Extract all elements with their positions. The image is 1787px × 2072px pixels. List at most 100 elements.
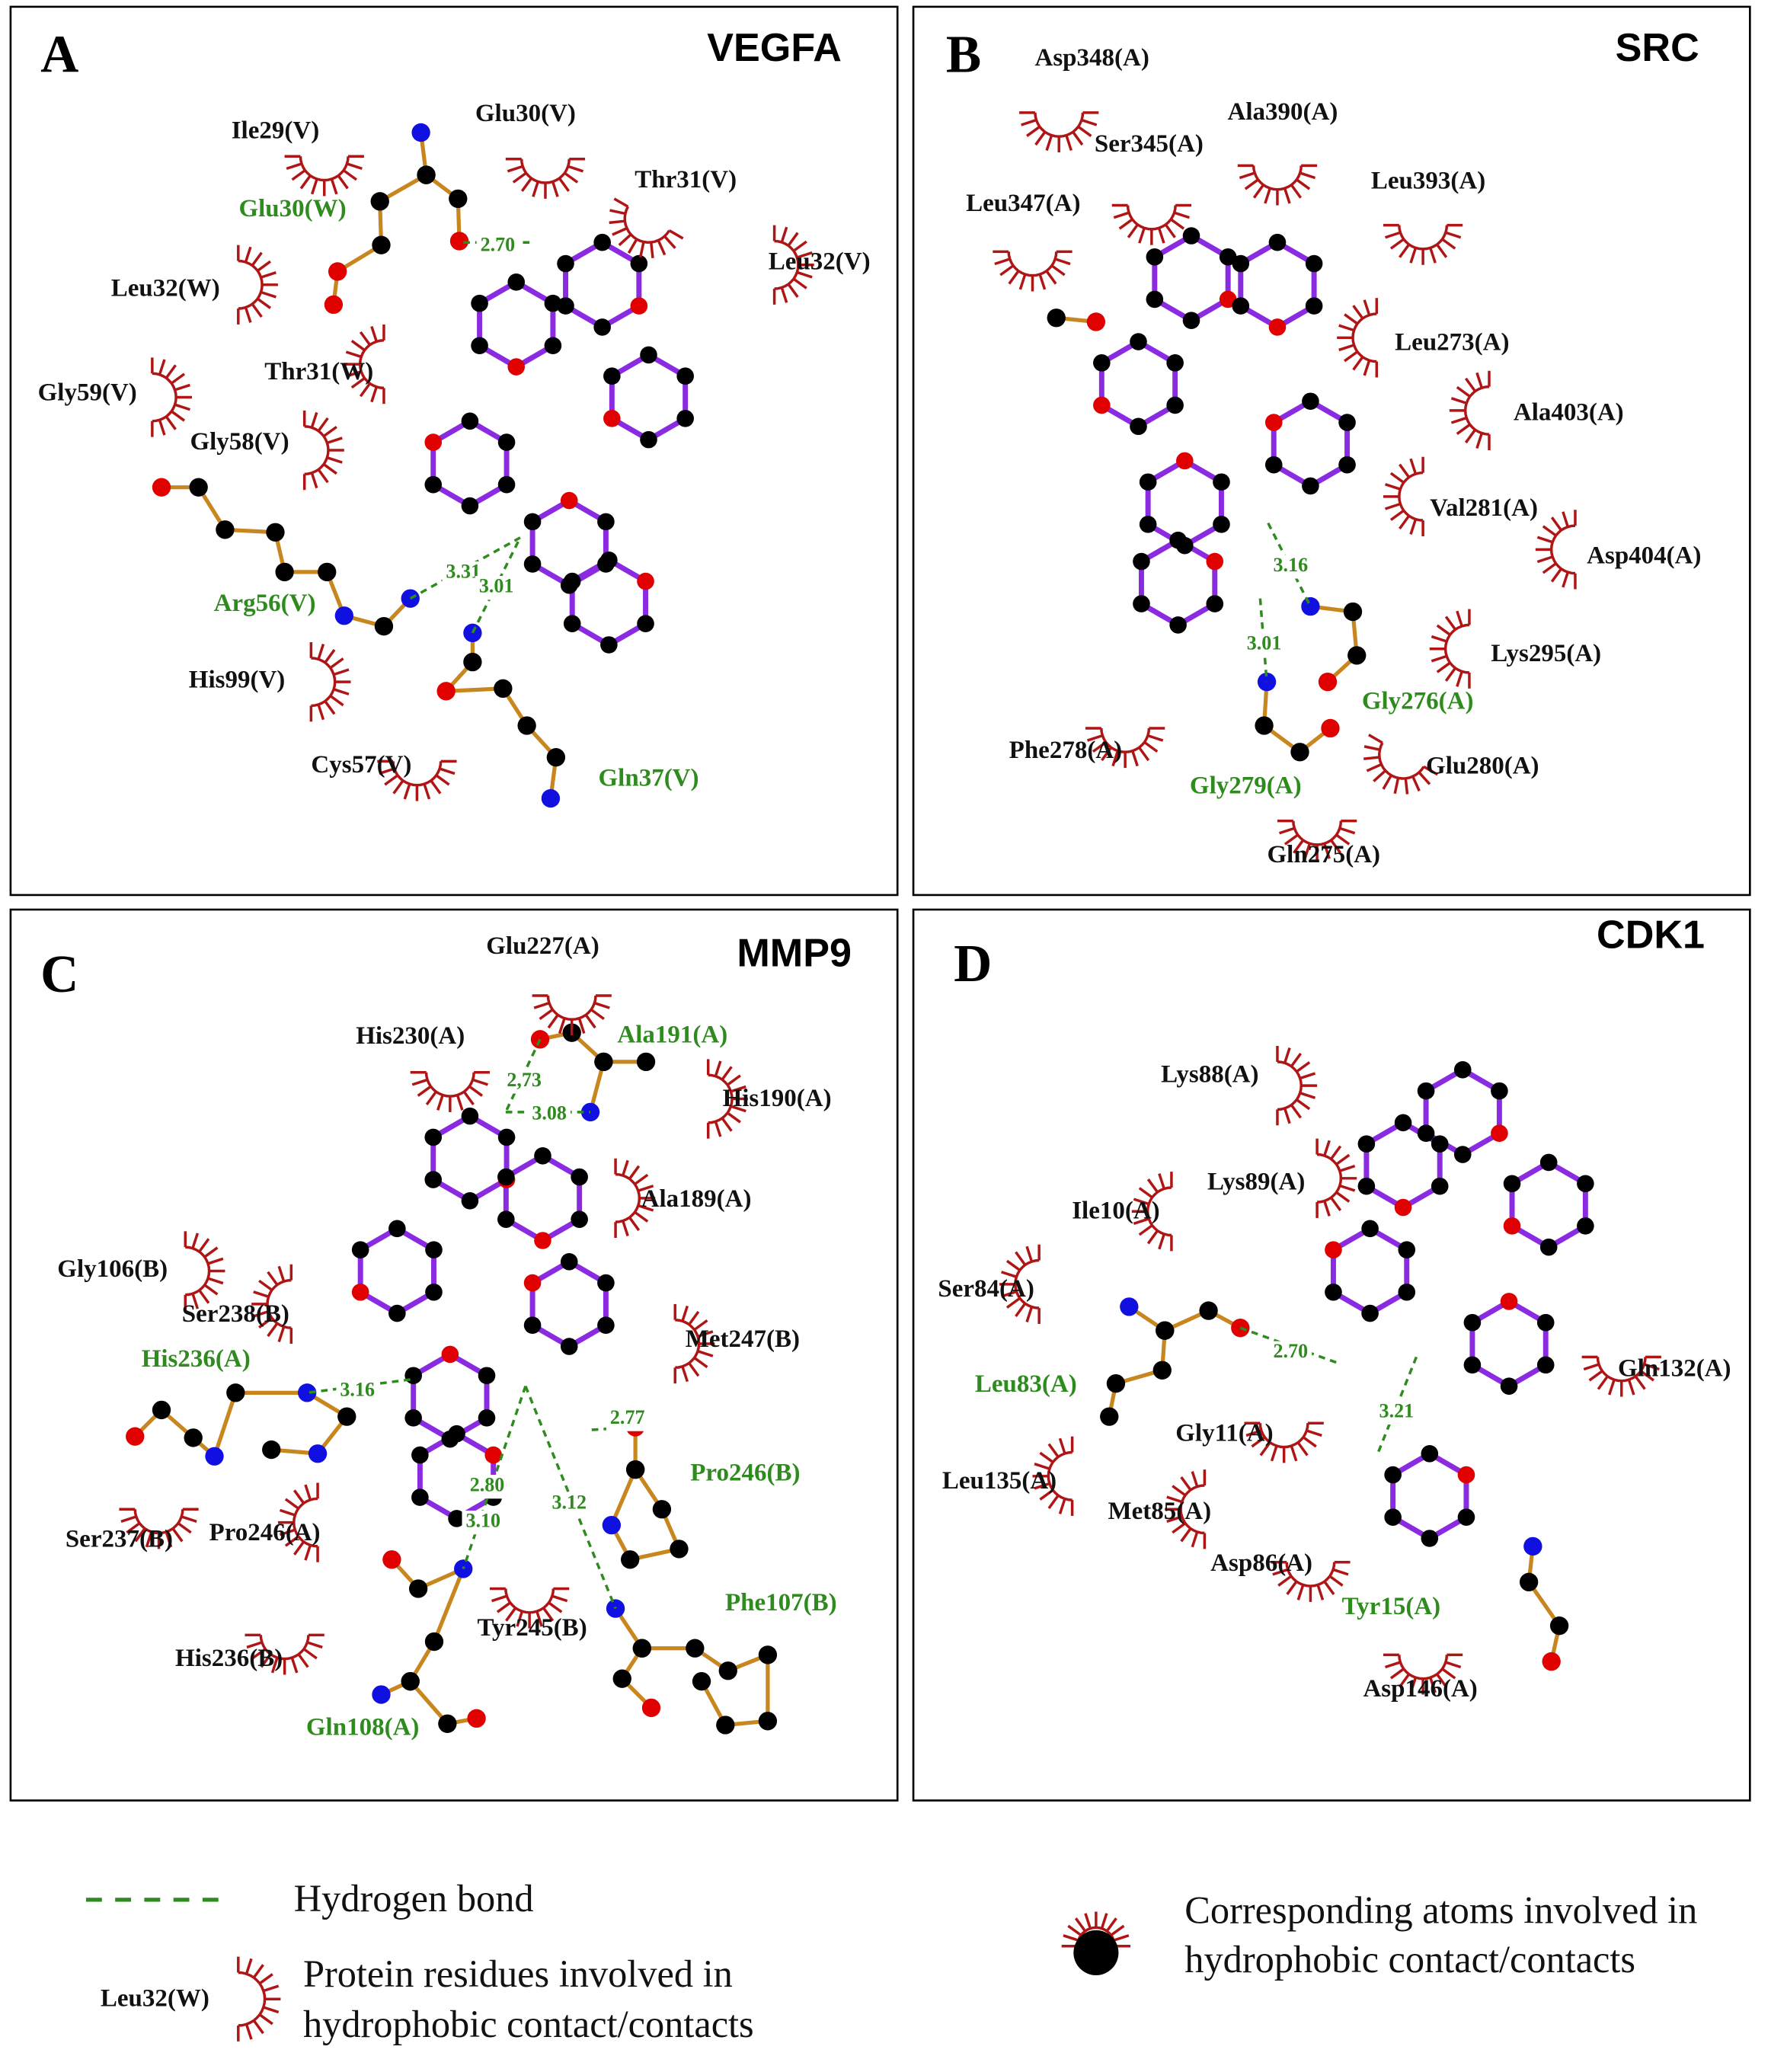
distance-label-background: [606, 1407, 649, 1431]
residue-atom: [449, 189, 468, 209]
residue-atom: [1542, 1652, 1561, 1671]
panel-d-frame: [912, 908, 1751, 1802]
ligand-panel-c: [351, 1107, 615, 1527]
residue-atom: [216, 520, 235, 539]
residue-atom: [1343, 602, 1363, 622]
residue-atom: [758, 1645, 778, 1664]
hydrophobic-contact-icon: [245, 1633, 324, 1675]
ligand-atom: [1182, 312, 1200, 330]
ligand-atom: [1232, 297, 1250, 315]
residue-sidechain: [1301, 596, 1367, 692]
ligand-atom: [351, 1283, 369, 1301]
residue-label: Pro246(B): [690, 1460, 800, 1487]
ligand-atom: [424, 1128, 443, 1146]
ligand-atom: [571, 1168, 588, 1186]
ligand-atom: [1457, 1508, 1475, 1526]
ligand-atom: [600, 636, 618, 654]
ligand-atom: [523, 1274, 542, 1292]
ligand-panel-d: [1325, 1061, 1594, 1547]
residue-atom: [652, 1500, 672, 1519]
ligand-atom: [497, 1128, 516, 1146]
ligand-atom: [1166, 354, 1184, 372]
residue-sidechain: [606, 1599, 661, 1718]
ligand-atom: [571, 1210, 588, 1228]
ligand-atom: [560, 1252, 578, 1271]
ligand-atom: [1431, 1177, 1449, 1195]
ligand-atom: [1232, 254, 1250, 273]
hydrophobic-contact-icon: [1237, 164, 1318, 206]
ligand-atom: [597, 513, 615, 531]
legend-residue-line2: hydrophobic contact/contacts: [303, 2003, 754, 2045]
residue-atom: [546, 748, 566, 767]
hydrophobic-contact-icon: [772, 225, 814, 305]
residue-label: Ser238(B): [182, 1300, 289, 1328]
ligand-atom: [1361, 1304, 1379, 1322]
ligand-atom: [597, 1274, 615, 1292]
legend-hbond-label: Hydrogen bond: [294, 1877, 534, 1920]
hbond-distance-label: 3.12: [551, 1491, 587, 1513]
ligand-atom: [1539, 1153, 1558, 1172]
hydrophobic-contact-icon: [284, 155, 364, 197]
ligand-atom: [1500, 1293, 1518, 1310]
residue-atom: [1199, 1301, 1218, 1320]
residue-label: Lys89(A): [1207, 1168, 1305, 1195]
residue-label: Leu273(A): [1395, 329, 1509, 357]
ligand-atom: [1384, 1508, 1402, 1526]
residue-label: Glu227(A): [486, 932, 599, 960]
ligand-atom: [404, 1367, 422, 1385]
residue-label: Phe107(B): [725, 1589, 837, 1616]
ligand-atom: [1213, 473, 1230, 491]
residue-label: Asp86(A): [1210, 1549, 1312, 1577]
ligand-atom: [1166, 396, 1184, 414]
hydrophobic-contact-icon: [1429, 609, 1471, 689]
hydrophobic-contact-icon: [999, 1244, 1041, 1324]
hydrophobic-contact-icon: [1383, 456, 1424, 536]
hbond-distance-label: 3.31: [446, 561, 481, 583]
ligand-atom: [593, 233, 611, 251]
residue-atom: [1549, 1616, 1569, 1636]
residue-atom: [184, 1428, 203, 1447]
distance-label-background: [1375, 1400, 1418, 1425]
residue-sidechain: [126, 1383, 356, 1466]
residue-label: Asp146(A): [1363, 1675, 1477, 1703]
ligand-atom: [497, 1168, 515, 1186]
residue-atom: [625, 1460, 645, 1479]
residue-atom: [417, 165, 436, 184]
ligand-atom: [1133, 595, 1150, 612]
residue-label: Leu32(V): [769, 248, 871, 276]
residue-atom: [275, 562, 294, 582]
ligand-atom: [1421, 1530, 1439, 1547]
residue-atom: [1086, 312, 1106, 331]
residue-atom: [298, 1383, 317, 1402]
ligand-atom: [441, 1345, 459, 1364]
hydrophobic-contact-icon: [1032, 1436, 1074, 1516]
ligand-atom: [461, 497, 479, 515]
residue-atom: [370, 192, 389, 211]
ligand-atom: [563, 572, 581, 590]
panel-d-letter: D: [954, 935, 992, 993]
ligand-atom: [1463, 1356, 1482, 1374]
panel-a-title: VEGFA: [707, 26, 842, 70]
residue-atom: [494, 679, 513, 698]
ligand-atom: [523, 555, 542, 573]
ligand-atom: [1264, 414, 1283, 431]
residue-label: Gly11(A): [1175, 1420, 1273, 1447]
ligand-atom: [424, 475, 443, 494]
residue-atom: [1523, 1536, 1542, 1556]
residue-atom: [1301, 596, 1320, 616]
hydrophobic-contact-icon: [237, 245, 278, 325]
residue-label: Pro246(A): [209, 1519, 321, 1546]
ligand-atom: [388, 1220, 406, 1238]
residue-sidechain: [1100, 1297, 1175, 1426]
legend-atom-icon: [1073, 1930, 1119, 1975]
residue-label: Asp348(A): [1034, 44, 1149, 72]
legend-atom-line2: hydrophobic contact/contacts: [1184, 1938, 1635, 1981]
residue-label: Leu135(A): [942, 1467, 1057, 1495]
residue-atom: [126, 1427, 145, 1446]
residue-atom: [152, 478, 171, 497]
ligand-atom: [637, 572, 654, 590]
ligand-atom: [461, 412, 479, 430]
ligand-atom: [1176, 452, 1194, 470]
hbond-distance-label: 3.16: [1274, 554, 1309, 576]
residue-label: Glu30(V): [475, 100, 576, 127]
